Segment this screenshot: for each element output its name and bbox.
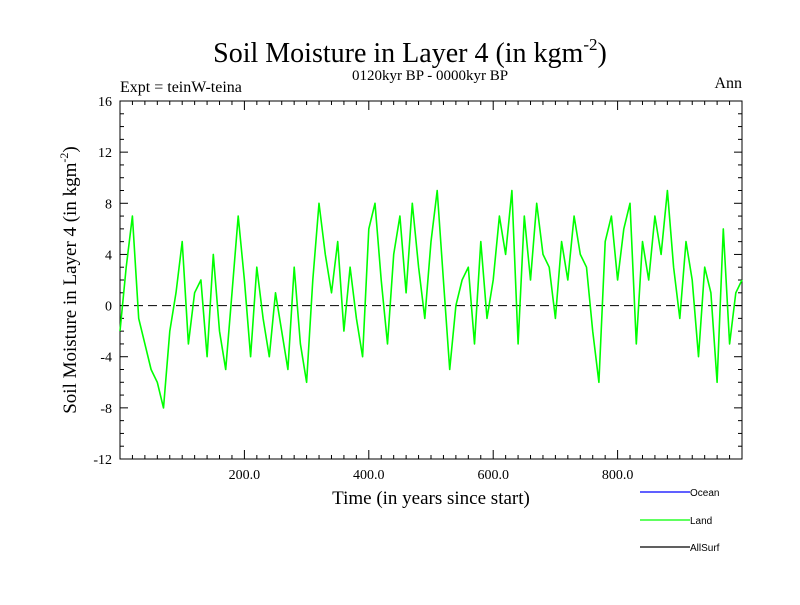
y-tick-label: 12: [98, 146, 112, 161]
chart-title: Soil Moisture in Layer 4 (in kgm-2): [213, 35, 607, 69]
legend-label-land: Land: [690, 516, 712, 527]
chart-title-close: ): [598, 38, 607, 69]
legend-label-ocean: Ocean: [690, 488, 719, 499]
x-tick-label: 600.0: [477, 468, 509, 483]
y-tick-labels: -12 -8 -4 0 4 8 12 16: [93, 95, 112, 468]
chart-title-text: Soil Moisture in Layer 4 (in kgm: [213, 38, 583, 69]
x-axis-label: Time (in years since start): [332, 488, 530, 509]
y-axis-label-text: Soil Moisture in Layer 4 (in kgm: [60, 162, 81, 413]
legend: Ocean Land AllSurf: [640, 488, 720, 554]
legend-label-allsurf: AllSurf: [690, 543, 720, 554]
axis-ticks: [120, 100, 742, 460]
x-tick-label: 800.0: [602, 468, 634, 483]
y-tick-label: -4: [100, 351, 112, 366]
experiment-label: Expt = teinW-teina: [120, 79, 242, 96]
y-tick-label: 4: [105, 248, 112, 263]
series-line-land: [119, 189, 743, 409]
y-tick-label: 16: [98, 95, 112, 110]
y-tick-label: 8: [105, 197, 112, 212]
x-tick-labels: 200.0 400.0 600.0 800.0: [229, 468, 634, 483]
x-tick-label: 200.0: [229, 468, 261, 483]
season-label: Ann: [714, 75, 742, 92]
chart-subtitle: 0120kyr BP - 0000kyr BP: [352, 68, 508, 84]
y-axis-label-superscript: -2: [57, 153, 71, 163]
y-tick-label: 0: [105, 300, 112, 315]
y-tick-label: -12: [93, 453, 112, 468]
chart-title-superscript: -2: [583, 35, 597, 54]
y-axis-label-close: ): [60, 146, 81, 152]
y-axis-label: Soil Moisture in Layer 4 (in kgm-2): [57, 146, 81, 414]
x-tick-label: 400.0: [353, 468, 385, 483]
y-tick-label: -8: [100, 402, 112, 417]
